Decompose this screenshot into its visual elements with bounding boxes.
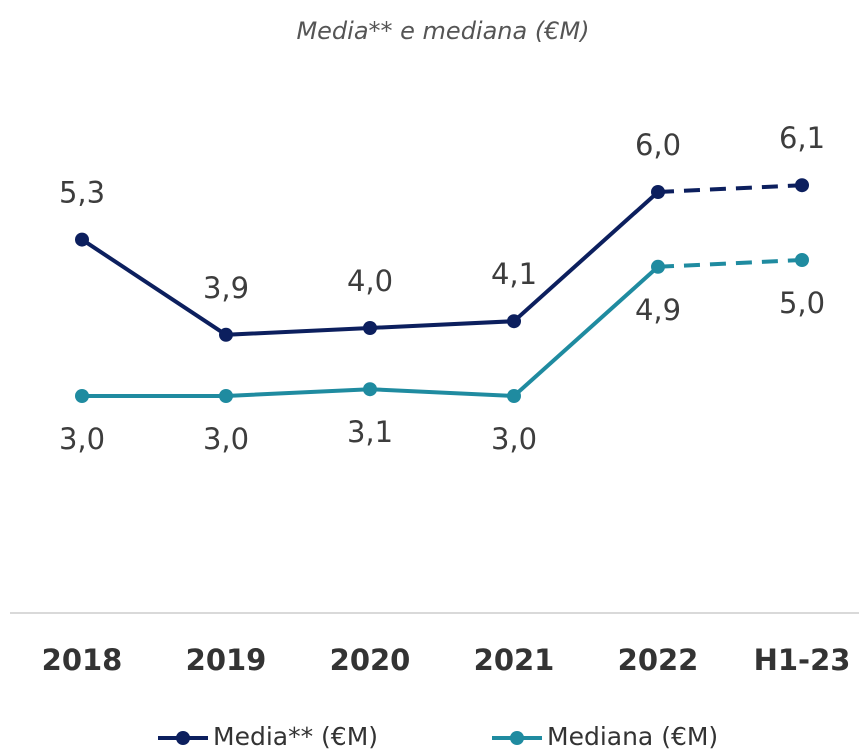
- data-label: 4,0: [347, 264, 393, 298]
- data-label: 4,9: [635, 293, 681, 327]
- data-label: 5,3: [59, 176, 105, 210]
- point: [795, 253, 809, 267]
- x-tick-label: H1-23: [754, 643, 851, 677]
- point: [507, 389, 521, 403]
- x-tick-label: 2021: [474, 643, 555, 677]
- point: [363, 321, 377, 335]
- data-label: 5,0: [779, 286, 825, 320]
- point: [795, 178, 809, 193]
- data-label: 3,0: [203, 422, 249, 456]
- data-label: 6,1: [779, 121, 825, 155]
- data-label: 3,0: [491, 422, 537, 456]
- x-tick-label: 2019: [186, 643, 267, 677]
- data-label: 6,0: [635, 128, 681, 162]
- point: [651, 259, 665, 274]
- legend-dot: [176, 731, 190, 745]
- legend-dot: [510, 731, 524, 745]
- point: [651, 185, 665, 199]
- x-tick-label: 2022: [618, 643, 699, 677]
- point: [219, 389, 233, 403]
- data-label: 3,9: [203, 271, 249, 305]
- data-label: 4,1: [491, 257, 537, 291]
- data-label: 3,0: [59, 422, 105, 456]
- x-tick-label: 2020: [330, 643, 411, 677]
- point: [75, 232, 89, 247]
- data-label: 3,1: [347, 415, 393, 449]
- point: [219, 327, 233, 342]
- legend-label: Media** (€M): [213, 722, 378, 751]
- point: [507, 314, 521, 329]
- legend-label: Mediana (€M): [547, 722, 718, 751]
- point: [75, 389, 89, 403]
- chart-title: Media** e mediana (€M): [296, 17, 589, 45]
- line-dashed: [657, 258, 803, 269]
- x-tick-label: 2018: [42, 643, 123, 677]
- point: [363, 382, 377, 397]
- line-dashed: [657, 183, 803, 194]
